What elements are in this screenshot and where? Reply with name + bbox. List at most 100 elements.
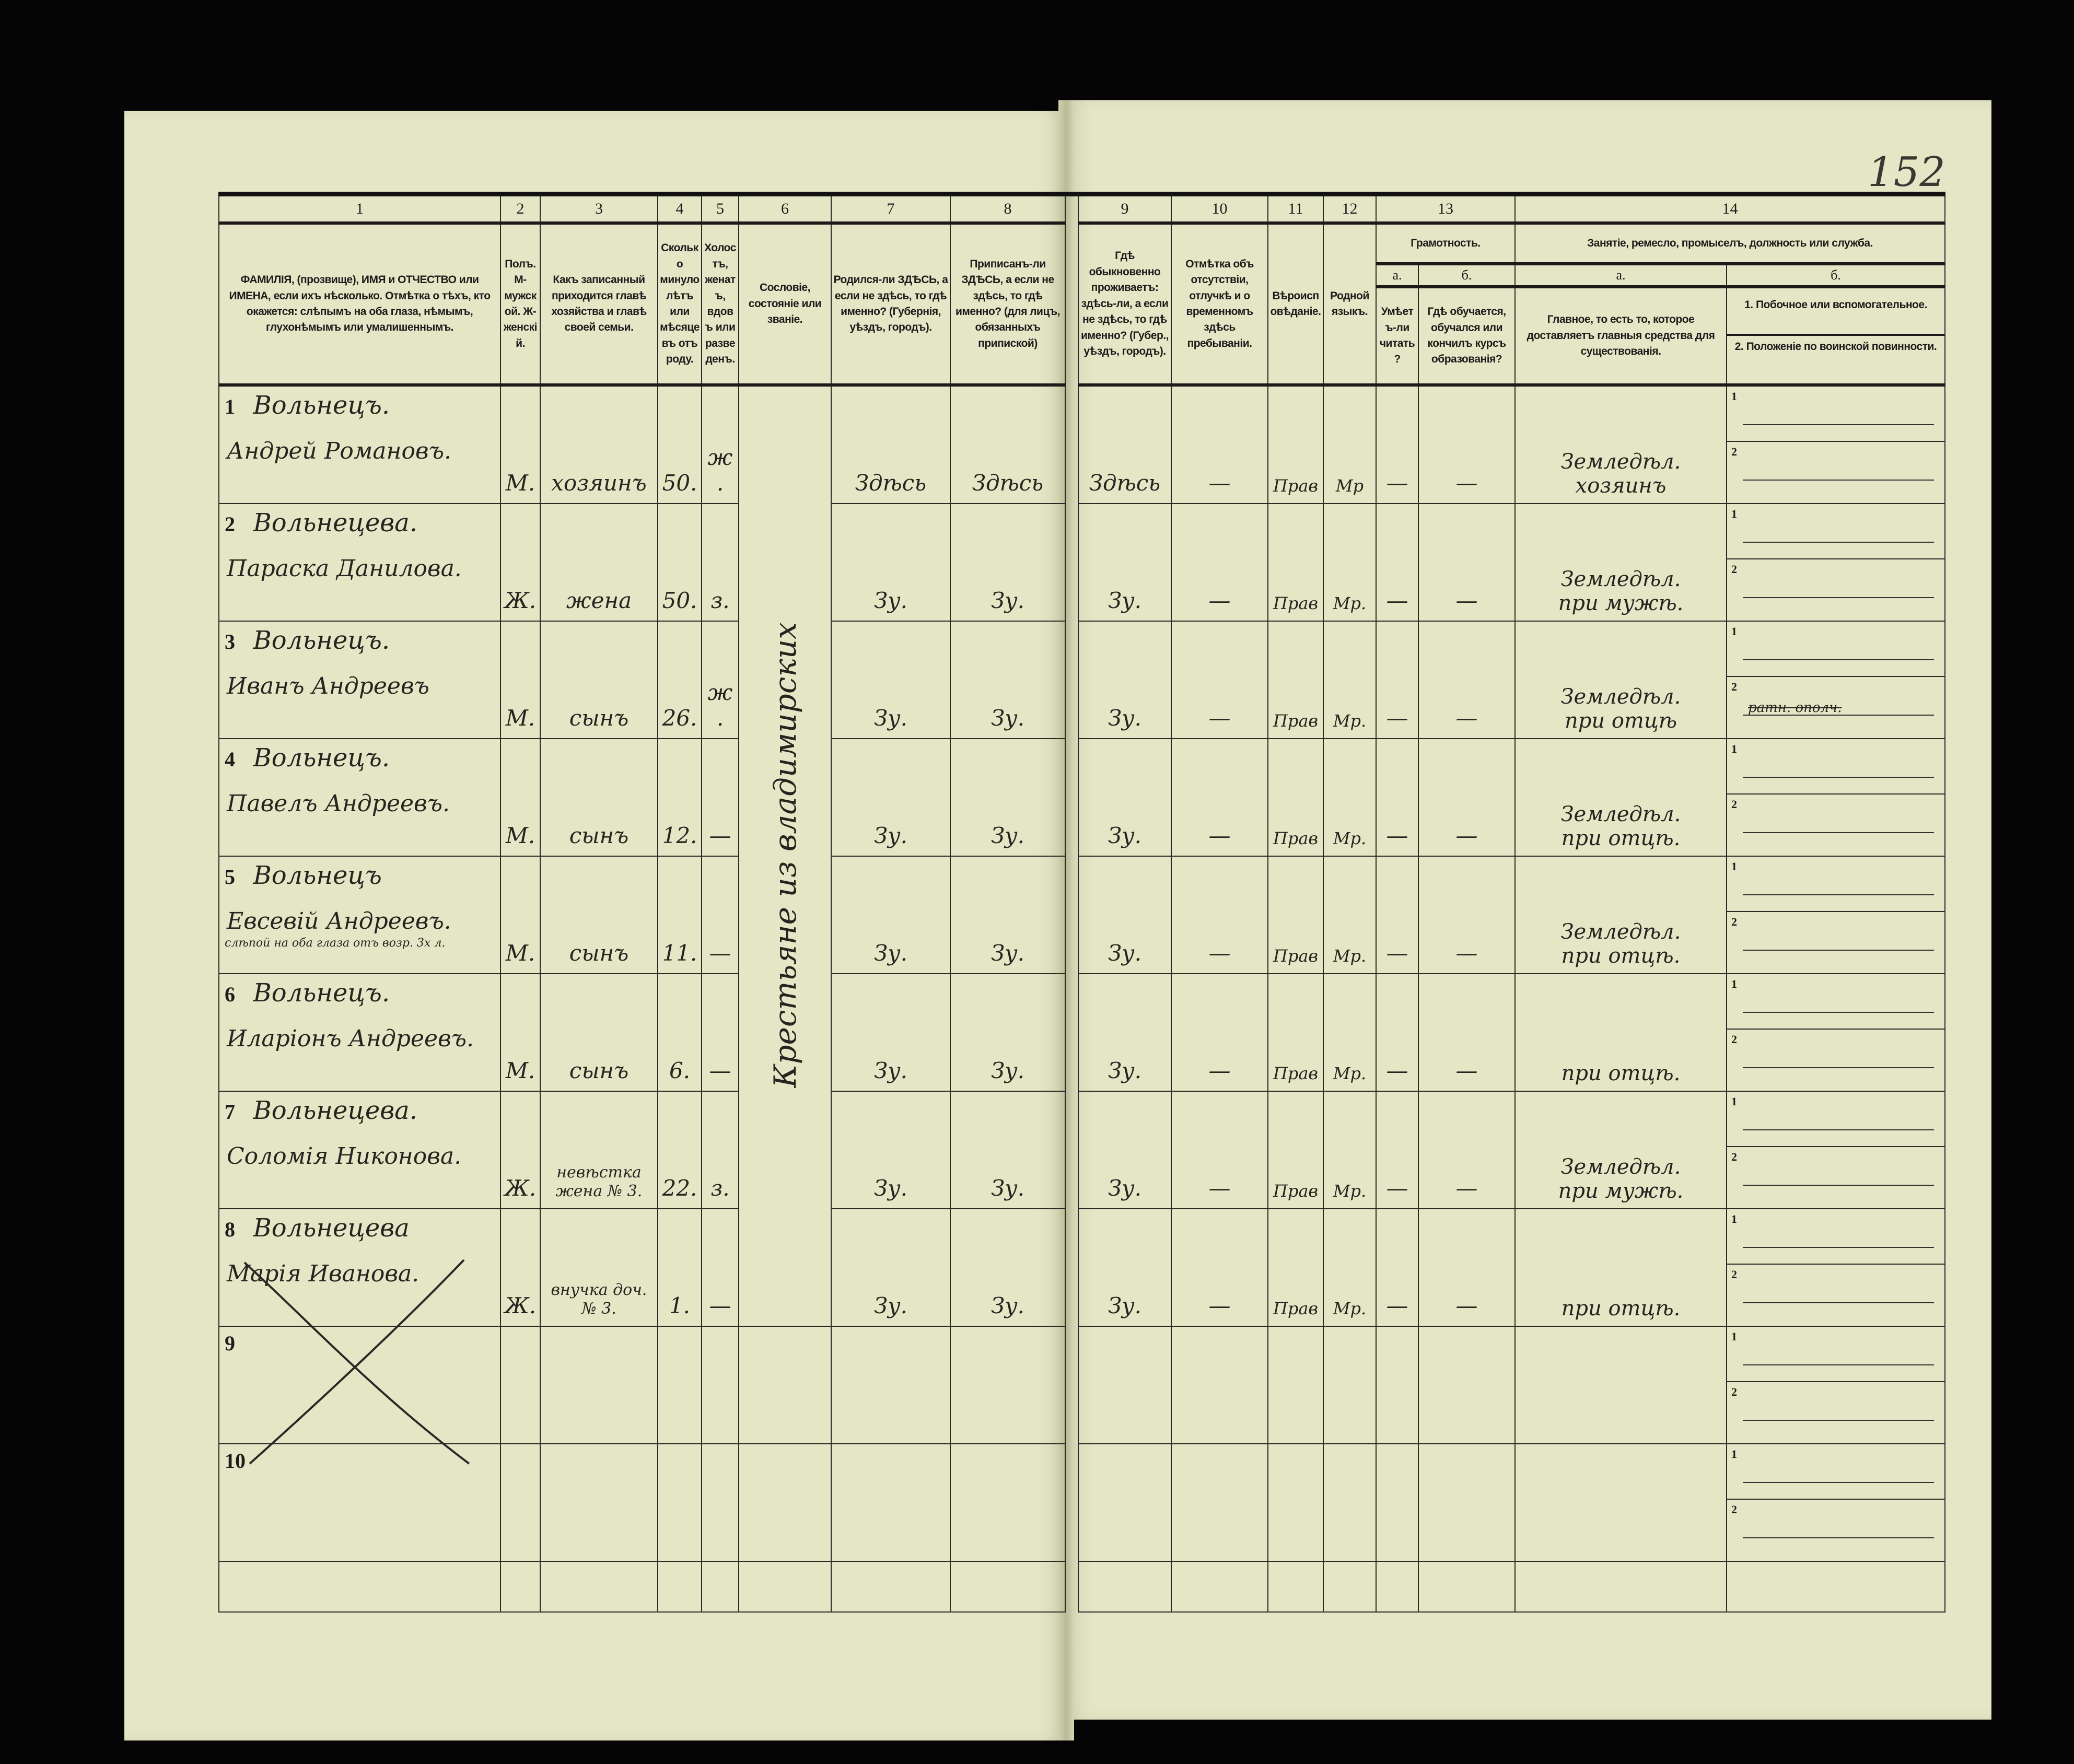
occupation-line-1: Земледѣл.	[1560, 920, 1681, 944]
can-read-value: —	[1386, 1175, 1408, 1201]
marital-status-value: —	[709, 1293, 731, 1318]
religion: Прав	[1267, 621, 1324, 739]
can-read-value: —	[1386, 588, 1408, 613]
surname: Вольнецева.	[253, 508, 418, 538]
absence-mark-value: —	[1208, 470, 1231, 496]
secondary-label: 2	[1731, 1503, 1737, 1516]
can-read	[1376, 1326, 1419, 1444]
person-row: 3 Вольнецъ. Иванъ Андреевъ М. сынъ 26. ж. Зу…	[218, 621, 1945, 739]
given-name: Павелъ Андреевъ.	[227, 790, 450, 817]
empty-cell	[1065, 1561, 1078, 1612]
person-row: 9 1 2	[218, 1326, 1945, 1444]
secondary-line-2: 2	[1727, 1030, 1944, 1084]
person-row: 8 Вольнецева Марія Иванова. Ж. внучка доч…	[218, 1208, 1945, 1327]
col-number: 10	[1171, 192, 1268, 225]
religion: Прав	[1267, 503, 1324, 622]
residence-value: Зу.	[1108, 940, 1141, 966]
main-occupation: Земледѣл. при отцѣ	[1514, 621, 1727, 739]
header-14b-label: б.	[1726, 263, 1945, 288]
occupation-line-2: при отцѣ.	[1561, 1296, 1681, 1321]
religion	[1267, 1443, 1324, 1562]
residence-value: Зу.	[1108, 1058, 1141, 1083]
sex-value: М.	[505, 1058, 535, 1083]
occupation-line-1: Земледѣл.	[1560, 802, 1681, 826]
education: —	[1418, 856, 1516, 974]
empty-cell	[738, 1561, 832, 1613]
secondary-occupation: 1 2	[1726, 384, 1945, 504]
registered-place	[950, 1443, 1066, 1562]
relation	[540, 1326, 658, 1444]
secondary-line-1: 1	[1727, 1327, 1944, 1382]
person-row: 6 Вольнецъ. Иларіонъ Андреевъ. М. сынъ 6. —…	[218, 973, 1945, 1092]
secondary-line-2: 2	[1727, 912, 1944, 966]
col-number: 5	[701, 192, 739, 225]
birthplace-value: Зу.	[874, 940, 907, 966]
main-occupation: Земледѣл. при мужѣ.	[1514, 1091, 1727, 1209]
registered-place: Зу.	[950, 1091, 1066, 1209]
relation-value: внучка доч. № 3.	[551, 1281, 647, 1318]
residence: Зу.	[1078, 1091, 1172, 1209]
education-value: —	[1455, 1175, 1478, 1201]
person-row: 4 Вольнецъ. Павелъ Андреевъ. М. сынъ 12. — З…	[218, 738, 1945, 857]
secondary-line-1: 1	[1727, 1092, 1944, 1147]
occupation-line-2: при мужѣ.	[1558, 1179, 1684, 1203]
can-read-value: —	[1386, 470, 1408, 496]
secondary-line-1: 1	[1727, 857, 1944, 912]
secondary-line-1: 1	[1727, 387, 1944, 442]
marital-status-value: з.	[710, 1175, 730, 1201]
given-name: Иларіонъ Андреевъ.	[227, 1025, 474, 1052]
secondary-label: 2	[1731, 680, 1737, 693]
gutter-gap	[1065, 856, 1078, 974]
birthplace	[831, 1443, 951, 1562]
secondary-occupation: 1 2	[1726, 738, 1945, 857]
relation: невѣстка жена № 3.	[540, 1091, 658, 1209]
main-occupation: Земледѣл. при отцѣ.	[1514, 856, 1727, 974]
native-language: Мр.	[1323, 621, 1377, 739]
religion	[1267, 1326, 1324, 1444]
occupation-line-1: Земледѣл.	[1560, 1155, 1681, 1179]
can-read: —	[1376, 856, 1419, 974]
marital-status: —	[701, 856, 739, 974]
sex: М.	[500, 384, 541, 504]
secondary-label: 2	[1731, 915, 1737, 928]
native-language: Мр	[1323, 384, 1377, 504]
secondary-label: 1	[1731, 1447, 1737, 1461]
residence-value: Зу.	[1108, 588, 1141, 613]
occupation-line-1: Земледѣл.	[1560, 685, 1681, 709]
name-cell: 8 Вольнецева Марія Иванова.	[218, 1208, 501, 1327]
secondary-occupation: 1 2	[1726, 1091, 1945, 1209]
given-name: Соломія Никонова.	[227, 1143, 462, 1170]
gutter-gap	[1065, 974, 1078, 1091]
age: 6.	[657, 973, 702, 1092]
header-registered: Приписанъ-ли ЗДѢСЬ, а если не здѣсь, то …	[950, 223, 1066, 387]
col-number: 1	[218, 192, 501, 225]
surname: Вольнецъ	[253, 861, 382, 890]
page-number: 152	[1868, 149, 1945, 196]
residence: Зу.	[1078, 973, 1172, 1092]
absence-mark: —	[1171, 738, 1268, 857]
native-language-value: Мр.	[1333, 828, 1367, 848]
residence: Зу.	[1078, 738, 1172, 857]
header-secondary-2: 2. Положеніе по воинской повинности.	[1734, 341, 1937, 353]
row-number: 7	[225, 1100, 235, 1124]
secondary-line-2: 2	[1727, 795, 1944, 849]
secondary-label: 1	[1731, 1330, 1737, 1343]
col-number: 13	[1376, 192, 1516, 225]
birthplace	[831, 1326, 951, 1444]
secondary-label: 1	[1731, 507, 1737, 520]
secondary-line-1: 1	[1727, 622, 1944, 677]
registered-place-value: Зу.	[991, 705, 1024, 731]
religion-value: Прав	[1273, 1181, 1319, 1201]
education-value: —	[1455, 1293, 1478, 1318]
religion: Прав	[1267, 738, 1324, 857]
birthplace: Зу.	[831, 973, 951, 1092]
marital-status-value: —	[709, 1058, 731, 1083]
header-age: Сколько минуло лѣтъ или мѣсяцевъ отъ род…	[657, 223, 702, 387]
relation-value: сынъ	[569, 823, 629, 848]
name-cell: 1 Вольнецъ. Андрей Романовъ.	[218, 384, 501, 504]
row-number: 10	[225, 1449, 246, 1473]
col-number: 4	[657, 192, 702, 225]
secondary-label: 1	[1731, 977, 1737, 990]
education	[1418, 1326, 1516, 1444]
residence: Зу.	[1078, 621, 1172, 739]
